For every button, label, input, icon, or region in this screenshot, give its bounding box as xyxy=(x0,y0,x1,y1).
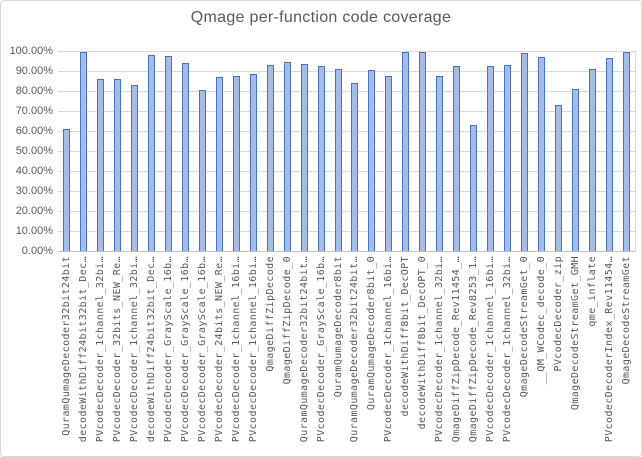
chart-title[interactable]: Qmage per-function code coverage xyxy=(190,9,452,26)
y-tick-label: 10.00% xyxy=(15,225,53,237)
x-tick-label: PVcodecDecoder_1channel_32bi… xyxy=(502,256,514,443)
x-tick-label: QmageDecodeStreamGet_GMH xyxy=(570,256,582,411)
bar-PVcodecDecoder_1channel_16bi…[interactable] xyxy=(487,66,495,251)
x-tick-label: QmageDiffZipDecode_0 xyxy=(281,256,293,385)
x-tick-label: QmageDecodeStreamGet_0 xyxy=(519,256,531,398)
x-tick-label: PVcodecDecoder_1channel_16bi… xyxy=(485,256,497,443)
gridline xyxy=(58,51,635,52)
gridline xyxy=(58,111,635,112)
y-tick-label: 50.00% xyxy=(15,145,53,157)
bar-QuramQumageDecoder8bit_0[interactable] xyxy=(368,70,376,251)
bar-__QM_WCodec_decode_0[interactable] xyxy=(538,57,546,251)
x-tick-label: __QM_WCodec_decode_0 xyxy=(536,256,548,385)
bar-PVcodecDecoder_24bits_NEW_Re…[interactable] xyxy=(215,77,223,251)
x-tick-label: QmageDecodeStreamGet xyxy=(621,256,632,385)
bar-QuramQumageDecoder32bit24bit…[interactable] xyxy=(351,83,359,251)
bar-PVcodecDecoder_zip[interactable] xyxy=(555,105,563,251)
bar-QuramQumageDecoder8bit[interactable] xyxy=(334,69,342,251)
x-tick-label: decodeWithDiff8bit_DecOPT xyxy=(400,256,412,417)
y-tick-label: 80.00% xyxy=(15,85,53,97)
x-tick-label: PVcodecDecoder_1channel_32bi… xyxy=(94,256,106,443)
bar-PVcodecDecoder_GrayScale_16b…[interactable] xyxy=(164,56,172,251)
x-tick-label: PVcodecDecoder_32bits_NEW_Re… xyxy=(111,256,123,443)
y-tick-label: 60.00% xyxy=(15,125,53,137)
bar-PVcodecDecoder_GrayScale_16b…[interactable] xyxy=(198,90,206,251)
bar-PVcodecDecoder_1channel_32bi…[interactable] xyxy=(504,65,512,251)
bar-PVcodecDecoder_1channel_32bi…[interactable] xyxy=(96,79,104,251)
gridline xyxy=(58,131,635,132)
bar-QmageDecodeStreamGet_0[interactable] xyxy=(521,53,529,251)
x-tick-label: PVcodecDecoderIndex_Rev11454… xyxy=(604,256,616,443)
x-tick-label: QuramQumageDecoder32bit24bit xyxy=(60,256,72,436)
bar-decodeWithDiff8bit_DecOPT[interactable] xyxy=(402,52,410,251)
bar-PVcodecDecoder_1channel_16bi…[interactable] xyxy=(232,76,240,251)
bar-decodeWithDiff8bit_DecOPT_0[interactable] xyxy=(419,52,427,251)
x-tick-label: QmageDiffZipDecode_Rev11454_… xyxy=(451,256,463,443)
gridline xyxy=(58,151,635,152)
bar-QmageDiffZipDecode_0[interactable] xyxy=(283,62,291,251)
bar-PVcodecDecoder_1channel_32bi…[interactable] xyxy=(436,76,444,251)
x-tick-label: PVcodecDecoder_GrayScale_16b… xyxy=(315,256,327,443)
x-tick-label: QuramQumageDecoder32bit24bit… xyxy=(349,256,361,443)
x-tick-label: decodeWithDiff8bit_DecOPT_0 xyxy=(417,256,429,430)
x-tick-label: PVcodecDecoder_zip xyxy=(553,256,565,372)
bar-QmageDiffZipDecode_Rev11454_…[interactable] xyxy=(453,66,461,251)
x-tick-label: QmageDiffZipDecode xyxy=(264,256,276,372)
x-tick-label: PVcodecDecoder_1channel_32bi… xyxy=(128,256,140,443)
bar-PVcodecDecoder_GrayScale_16b…[interactable] xyxy=(181,63,189,251)
y-tick-label: 40.00% xyxy=(15,165,53,177)
x-tick-label: PVcodecDecoder_GrayScale_16b… xyxy=(196,256,208,443)
x-tick-label: PVcodecDecoder_1channel_16bi… xyxy=(247,256,259,443)
y-tick-label: 30.00% xyxy=(15,185,53,197)
x-tick-label: QuramQumageDecoder32bit24bit… xyxy=(298,256,310,443)
y-tick-label: 70.00% xyxy=(15,105,53,117)
bar-decodeWithDiff24bit32bit_Dec…[interactable] xyxy=(147,55,155,251)
gridline xyxy=(58,231,635,232)
bar-QmageDiffZipDecode[interactable] xyxy=(266,65,274,251)
x-tick-label: decodeWithDiff24bit32bit_Dec… xyxy=(77,256,89,443)
x-tick-label: PVcodecDecoder_1channel_16bi… xyxy=(230,256,242,443)
x-tick-label: PVcodecDecoder_GrayScale_16b… xyxy=(179,256,191,443)
bar-QmageDecodeStreamGet_GMH[interactable] xyxy=(572,89,580,251)
gridline xyxy=(58,91,635,92)
y-tick-label: 90.00% xyxy=(15,65,53,77)
x-tick-label: QuramQumageDecoder8bit_0 xyxy=(366,256,378,411)
bar-PVcodecDecoder_32bits_NEW_Re…[interactable] xyxy=(113,79,121,251)
bar-QmageDecodeStreamGet[interactable] xyxy=(623,52,630,251)
x-tick-label: PVcodecDecoder_24bits_NEW_Re… xyxy=(213,256,225,443)
gridline xyxy=(58,71,635,72)
x-tick-label: decodeWithDiff24bit32bit_Dec… xyxy=(145,256,157,443)
bar-PVcodecDecoder_1channel_16bi…[interactable] xyxy=(249,74,257,251)
gridline xyxy=(58,211,635,212)
bar-qme_inflate[interactable] xyxy=(589,69,597,251)
x-tick-label: QuramQumageDecoder8bit xyxy=(332,256,344,398)
x-tick-label: QmageDiffZipDecode_Rev8253_1… xyxy=(468,256,480,443)
plot-area xyxy=(58,51,636,252)
bar-decodeWithDiff24bit32bit_Dec…[interactable] xyxy=(79,52,87,251)
x-tick-label: PVcodecDecoder_GrayScale_16b… xyxy=(162,256,174,443)
x-tick-label: PVcodecDecoder_1channel_16bi… xyxy=(383,256,395,443)
bar-QuramQumageDecoder32bit24bit[interactable] xyxy=(62,129,70,251)
gridline xyxy=(58,191,635,192)
y-tick-label: 0.00% xyxy=(21,245,53,257)
bar-QmageDiffZipDecode_Rev8253_1…[interactable] xyxy=(470,125,478,251)
bar-PVcodecDecoderIndex_Rev11454…[interactable] xyxy=(606,58,614,251)
y-tick-label: 20.00% xyxy=(15,205,53,217)
bar-PVcodecDecoder_1channel_16bi…[interactable] xyxy=(385,76,393,251)
bar-QuramQumageDecoder32bit24bit…[interactable] xyxy=(300,64,308,251)
x-tick-label: qme_inflate xyxy=(587,256,599,327)
bar-PVcodecDecoder_GrayScale_16b…[interactable] xyxy=(317,66,325,251)
x-tick-label: PVcodecDecoder_1channel_32bi… xyxy=(434,256,446,443)
bar-PVcodecDecoder_1channel_32bi…[interactable] xyxy=(130,85,138,251)
y-tick-label: 100.00% xyxy=(9,45,53,57)
gridline xyxy=(58,171,635,172)
